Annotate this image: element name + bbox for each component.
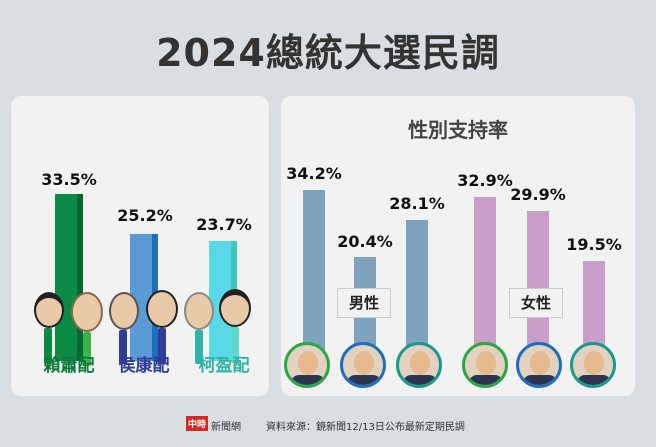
caricature-ko-body: [195, 330, 203, 364]
value-female-lai: 32.9%: [457, 171, 513, 190]
caricature-hsiao-face: [71, 292, 103, 332]
value-female-hou: 29.9%: [510, 185, 566, 204]
caricature-lai-face: [34, 292, 64, 328]
bar-male-ko: [406, 220, 428, 350]
caricature-hou-body: [119, 330, 127, 364]
caricature-jaw-face: [146, 290, 178, 328]
portrait-female-ko: [570, 342, 616, 388]
overall-poll-panel: 33.5% 25.2% 23.7% 賴蕭配 侯康配 柯盈配: [11, 96, 269, 396]
value-female-ko: 19.5%: [566, 235, 622, 254]
value-hou: 25.2%: [117, 206, 173, 225]
bar-female-ko: [583, 261, 605, 350]
chinatimes-logo: 中時: [186, 416, 209, 431]
caricature-wu-body: [231, 327, 239, 363]
gender-panel-title: 性別支持率: [408, 118, 508, 142]
footer-source: 資料來源：鏡新聞12/13日公布最新定期民調: [266, 422, 465, 433]
candidate-label-ko: 柯盈配: [198, 356, 250, 376]
page-title: 2024總統大選民調: [156, 31, 500, 75]
value-male-ko: 28.1%: [389, 194, 445, 213]
portrait-male-hou: [340, 342, 386, 388]
portrait-female-hou: [516, 342, 562, 388]
portrait-male-lai: [284, 342, 330, 388]
male-label: 男性: [337, 288, 391, 318]
female-label: 女性: [509, 288, 563, 318]
gender-support-panel: 性別支持率 34.2% 20.4% 28.1% 32.9% 29.9% 19.5…: [281, 96, 635, 396]
footer-brand: 新聞網: [211, 422, 241, 433]
caricature-hsiao-body: [83, 332, 91, 366]
bar-female-hou: [527, 211, 549, 350]
bar-lai: [55, 194, 83, 361]
bar-female-lai: [474, 197, 496, 350]
candidate-label-lai: 賴蕭配: [43, 356, 95, 376]
value-male-hou: 20.4%: [337, 232, 393, 251]
caricature-lai-body: [44, 328, 52, 364]
bar-male-lai: [303, 190, 325, 350]
caricature-hou-face: [109, 292, 139, 330]
caricature-ko-face: [184, 292, 214, 330]
portrait-male-ko: [396, 342, 442, 388]
value-male-lai: 34.2%: [286, 164, 342, 183]
candidate-label-hou: 侯康配: [118, 356, 170, 376]
value-ko: 23.7%: [196, 215, 252, 234]
portrait-female-lai: [462, 342, 508, 388]
value-lai: 33.5%: [41, 170, 97, 189]
caricature-jaw-body: [158, 328, 166, 364]
caricature-wu-face: [219, 289, 251, 327]
